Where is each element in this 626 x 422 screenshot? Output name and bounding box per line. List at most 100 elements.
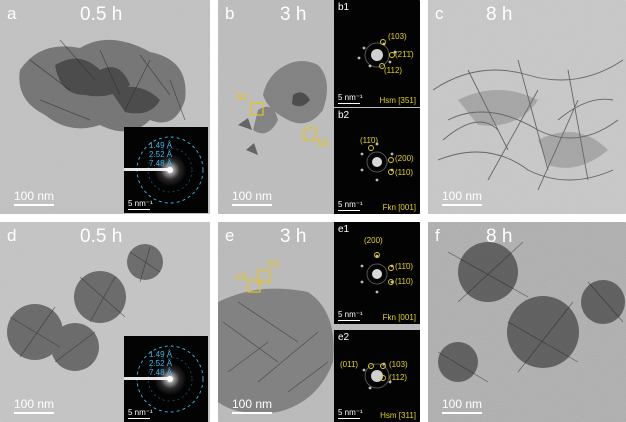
scale-line-d xyxy=(14,412,54,414)
inset-scale-line-e2 xyxy=(338,418,360,419)
index-b1-1: (103) xyxy=(388,32,407,41)
inset-scale-e1: 5 nm⁻¹ xyxy=(338,310,363,321)
inset-scale-line-b1 xyxy=(338,103,360,104)
box-label-e1: e1 xyxy=(268,258,280,269)
inset-label-e1: e1 xyxy=(338,224,350,235)
scale-line-b xyxy=(232,204,272,206)
scale-line-a xyxy=(14,204,54,206)
inset-label-e2: e2 xyxy=(338,332,350,343)
phase-label-b1: Hsm [351] xyxy=(379,96,416,105)
inset-scale-d: 5 nm⁻¹ xyxy=(128,408,153,419)
fft-inset-e1: e1 (200) (11̄0) (110) 5 nm⁻¹ Fkn [001] xyxy=(334,222,420,324)
time-label-f: 8 h xyxy=(486,226,513,247)
index-e1-3: (110) xyxy=(395,277,414,286)
index-b1-2: (21̄1̄) xyxy=(395,50,414,59)
scale-text-e: 100 nm xyxy=(232,397,273,411)
time-label-d: 0.5 h xyxy=(80,226,123,247)
panel-label-c: c xyxy=(435,4,444,23)
index-b2-1: (11̄0) xyxy=(360,136,379,145)
inset-scale-a: 5 nm⁻¹ xyxy=(128,199,153,210)
scale-bar-d: 100 nm xyxy=(14,397,60,414)
fft-inset-b1: b1 (103) (21̄1̄) (112) 5 nm⁻¹ Hsm [351] xyxy=(334,0,420,107)
index-b2-3: (110) xyxy=(395,168,414,177)
scale-text-b: 100 nm xyxy=(232,189,273,203)
panel-label-a: a xyxy=(7,4,17,23)
scale-bar-f: 100 nm xyxy=(442,397,488,414)
ring-2-d: 2.52 Å xyxy=(149,359,173,368)
saed-inset-a: 1.49 Å 2.52 Å 7.48 Å 5 nm⁻¹ xyxy=(124,127,208,213)
tem-image-c xyxy=(428,0,626,214)
fft-pattern-e1 xyxy=(360,252,394,294)
scale-bar-e: 100 nm xyxy=(232,397,278,414)
scale-text-c: 100 nm xyxy=(442,189,483,203)
inset-scale-text-b2: 5 nm⁻¹ xyxy=(338,200,363,209)
inset-scale-b1: 5 nm⁻¹ xyxy=(338,93,363,104)
inset-scale-e2: 5 nm⁻¹ xyxy=(338,408,363,419)
ring-labels-d: 1.49 Å 2.52 Å 7.48 Å xyxy=(149,350,172,377)
box-label-b2: b2 xyxy=(318,138,330,149)
scale-text-d: 100 nm xyxy=(14,397,55,411)
inset-scale-text-e2: 5 nm⁻¹ xyxy=(338,408,363,417)
saed-pattern-d xyxy=(124,345,204,413)
inset-scale-line-e1 xyxy=(338,320,360,321)
index-e2-3: (112) xyxy=(389,373,408,382)
index-e1-1: (200) xyxy=(364,236,383,245)
time-label-c: 8 h xyxy=(486,4,513,25)
phase-label-e1: Fkn [001] xyxy=(382,313,416,322)
index-e2-1: (011̄) xyxy=(340,360,359,369)
inset-scale-line-b2 xyxy=(338,210,360,211)
inset-label-b1: b1 xyxy=(338,2,350,13)
panel-c: c 8 h 100 nm xyxy=(428,0,626,214)
index-e2-2: (103) xyxy=(389,360,408,369)
time-label-a: 0.5 h xyxy=(80,4,123,25)
tem-image-a xyxy=(0,0,210,214)
ring-1-d: 1.49 Å xyxy=(149,350,173,359)
box-label-b1: b1 xyxy=(237,92,249,103)
inset-scale-b2: 5 nm⁻¹ xyxy=(338,200,363,211)
panel-label-d: d xyxy=(7,226,17,245)
scale-bar-c: 100 nm xyxy=(442,189,488,206)
scale-bar-a: 100 nm xyxy=(14,189,60,206)
phase-label-e2: Hsm [311] xyxy=(380,411,416,420)
index-e1-2: (11̄0) xyxy=(395,262,414,271)
time-label-e: 3 h xyxy=(280,226,307,247)
inset-scale-line-d xyxy=(128,418,150,419)
inset-scale-text-b1: 5 nm⁻¹ xyxy=(338,93,363,102)
panel-f: f 8 h 100 nm xyxy=(428,222,626,422)
inset-scale-line-a xyxy=(128,209,150,210)
ring-labels-a: 1.49 Å 2.52 Å 7.48 Å xyxy=(149,141,172,168)
inset-label-b2: b2 xyxy=(338,110,350,121)
scale-line-e xyxy=(232,412,272,414)
fft-inset-b2: b2 (11̄0) (200) (110) 5 nm⁻¹ Fkn [001] xyxy=(334,108,420,214)
panel-label-f: f xyxy=(435,226,440,245)
scale-bar-b: 100 nm xyxy=(232,189,278,206)
fft-pattern-b1 xyxy=(357,39,397,69)
panel-d: d 0.5 h 100 nm 1.49 Å 2.52 Å 7.48 Å 5 nm… xyxy=(0,222,210,422)
panel-e: e 3 h e1 e2 100 nm e1 (200) (11̄0) (110)… xyxy=(218,222,420,422)
index-b1-3: (112) xyxy=(384,66,403,75)
tem-image-d xyxy=(0,222,210,422)
saed-inset-d: 1.49 Å 2.52 Å 7.48 Å 5 nm⁻¹ xyxy=(124,336,208,422)
panel-b: b 3 h b1 b2 100 nm b1 (103) (21̄1̄) (112… xyxy=(218,0,420,214)
phase-label-b2: Fkn [001] xyxy=(382,203,416,212)
panel-label-e: e xyxy=(225,226,235,245)
panel-label-b: b xyxy=(225,4,235,23)
fft-pattern-b2 xyxy=(360,142,394,182)
ring-1-a: 1.49 Å xyxy=(149,141,173,150)
scale-line-c xyxy=(442,204,482,206)
scale-text-f: 100 nm xyxy=(442,397,483,411)
index-b2-2: (200) xyxy=(395,154,414,163)
ring-3-a: 7.48 Å xyxy=(149,159,173,168)
time-label-b: 3 h xyxy=(280,4,307,25)
inset-scale-text-a: 5 nm⁻¹ xyxy=(128,199,153,208)
fft-inset-e2: e2 (011̄) (103) (112) 5 nm⁻¹ Hsm [311] xyxy=(334,330,420,422)
box-label-e2: e2 xyxy=(236,272,248,283)
saed-pattern-a xyxy=(124,136,204,204)
inset-scale-text-e1: 5 nm⁻¹ xyxy=(338,310,363,319)
scale-line-f xyxy=(442,412,482,414)
tem-image-f xyxy=(428,222,626,422)
ring-3-d: 7.48 Å xyxy=(149,368,173,377)
panel-a: a 0.5 h 100 nm 1.49 Å 2.52 Å 7.48 Å 5 nm… xyxy=(0,0,210,214)
inset-scale-text-d: 5 nm⁻¹ xyxy=(128,408,153,417)
fft-pattern-e2 xyxy=(362,362,392,390)
